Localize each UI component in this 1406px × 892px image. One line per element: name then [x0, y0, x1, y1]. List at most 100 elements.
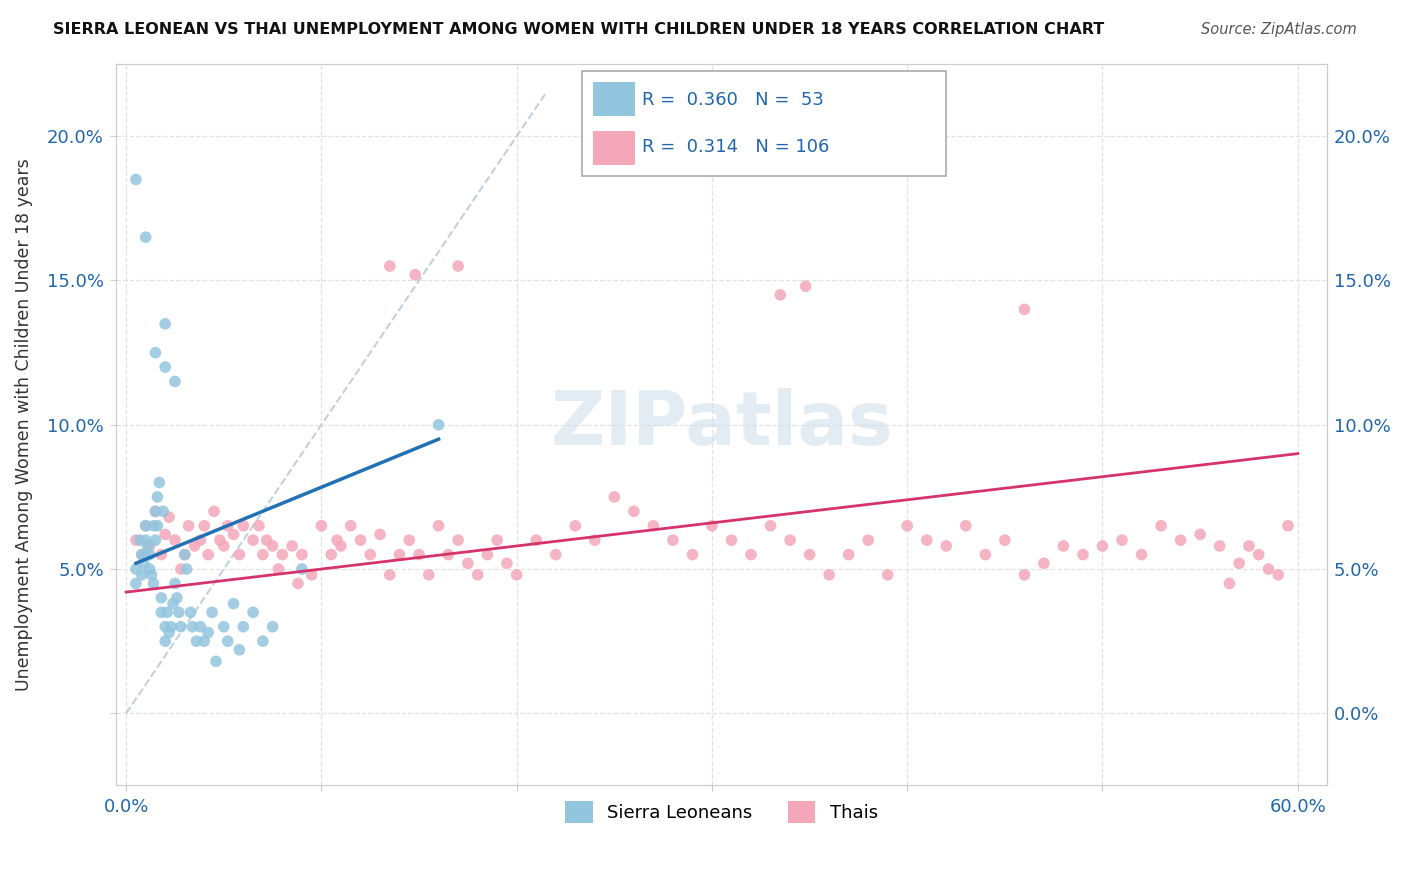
- Point: [176, 562, 198, 576]
- Point: [142, 518, 165, 533]
- Point: [146, 490, 169, 504]
- Point: [496, 556, 519, 570]
- Point: [157, 625, 180, 640]
- Point: [311, 518, 333, 533]
- Point: [186, 634, 208, 648]
- Point: [170, 562, 193, 576]
- Point: [197, 625, 219, 640]
- Point: [623, 504, 645, 518]
- Point: [135, 518, 157, 533]
- Point: [1014, 567, 1036, 582]
- Point: [173, 548, 195, 562]
- Point: [208, 533, 231, 548]
- Legend: Sierra Leoneans, Thais: Sierra Leoneans, Thais: [558, 794, 886, 830]
- Point: [467, 567, 489, 582]
- Point: [388, 548, 411, 562]
- Point: [155, 620, 177, 634]
- Point: [457, 556, 479, 570]
- Point: [217, 518, 239, 533]
- Point: [799, 548, 821, 562]
- Point: [155, 317, 177, 331]
- Point: [876, 567, 898, 582]
- Point: [197, 548, 219, 562]
- Point: [212, 539, 235, 553]
- Point: [142, 576, 165, 591]
- Point: [267, 562, 290, 576]
- Point: [193, 634, 215, 648]
- Text: Source: ZipAtlas.com: Source: ZipAtlas.com: [1201, 22, 1357, 37]
- Point: [794, 279, 817, 293]
- Point: [935, 539, 957, 553]
- Point: [603, 490, 626, 504]
- Point: [368, 527, 391, 541]
- Point: [291, 562, 314, 576]
- Point: [398, 533, 420, 548]
- Point: [505, 567, 527, 582]
- Point: [232, 620, 254, 634]
- Point: [162, 597, 184, 611]
- Point: [769, 288, 792, 302]
- Point: [281, 539, 304, 553]
- Point: [301, 567, 323, 582]
- Point: [339, 518, 361, 533]
- Point: [202, 504, 225, 518]
- Point: [155, 634, 177, 648]
- Point: [349, 533, 371, 548]
- Point: [720, 533, 742, 548]
- Point: [329, 539, 352, 553]
- Point: [378, 259, 401, 273]
- Point: [212, 620, 235, 634]
- Point: [477, 548, 499, 562]
- Point: [155, 359, 177, 374]
- Point: [150, 548, 173, 562]
- Point: [146, 518, 169, 533]
- Point: [1218, 576, 1240, 591]
- Point: [1130, 548, 1153, 562]
- Point: [447, 533, 470, 548]
- Point: [974, 548, 997, 562]
- Point: [418, 567, 440, 582]
- Point: [138, 562, 160, 576]
- Point: [1071, 548, 1094, 562]
- Point: [217, 634, 239, 648]
- Point: [145, 533, 167, 548]
- Point: [262, 539, 284, 553]
- Point: [155, 527, 177, 541]
- Point: [1257, 562, 1279, 576]
- Point: [145, 504, 167, 518]
- Point: [524, 533, 547, 548]
- Point: [818, 567, 841, 582]
- Point: [201, 605, 224, 619]
- Point: [205, 654, 228, 668]
- Point: [125, 533, 148, 548]
- Point: [228, 548, 250, 562]
- Point: [1277, 518, 1299, 533]
- Point: [544, 548, 567, 562]
- Point: [131, 548, 153, 562]
- Point: [427, 518, 450, 533]
- Point: [404, 268, 426, 282]
- Point: [228, 643, 250, 657]
- Point: [486, 533, 509, 548]
- Point: [955, 518, 977, 533]
- Point: [252, 634, 274, 648]
- Point: [163, 576, 186, 591]
- Point: [145, 345, 167, 359]
- Point: [256, 533, 278, 548]
- Point: [141, 567, 163, 582]
- Point: [291, 548, 314, 562]
- Point: [700, 518, 723, 533]
- Point: [152, 504, 174, 518]
- Point: [1247, 548, 1270, 562]
- Point: [326, 533, 349, 548]
- Point: [188, 620, 211, 634]
- Text: ZIPatlas: ZIPatlas: [550, 388, 893, 461]
- Point: [262, 620, 284, 634]
- Point: [242, 605, 264, 619]
- Point: [145, 504, 167, 518]
- Point: [138, 539, 160, 553]
- Point: [564, 518, 586, 533]
- Point: [378, 567, 401, 582]
- Point: [447, 259, 470, 273]
- Text: SIERRA LEONEAN VS THAI UNEMPLOYMENT AMONG WOMEN WITH CHILDREN UNDER 18 YEARS COR: SIERRA LEONEAN VS THAI UNEMPLOYMENT AMON…: [53, 22, 1105, 37]
